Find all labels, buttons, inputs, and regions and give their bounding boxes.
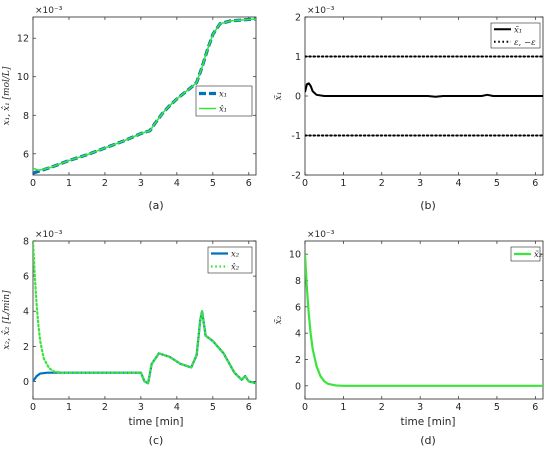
- ytick-label-d: 2: [295, 355, 301, 366]
- xtick-label-c: 5: [210, 402, 216, 413]
- caption-d: (d): [420, 434, 436, 447]
- caption-c: (c): [149, 434, 164, 447]
- ytick-label-b: 2: [295, 13, 301, 24]
- chart-c: 0 1 2 3 4 5 6 0 2 4 6 8 ×10⁻³ x₂, x̂₂ [L/min] x₂ x̂₂: [1, 230, 257, 413]
- ytick-label-a: 12: [17, 34, 29, 45]
- multiplier-d: ×10⁻³: [307, 230, 335, 240]
- xtick-label-a: 6: [246, 178, 252, 189]
- ylabel-a: x₁, x̂₁ [mol/L]: [1, 66, 12, 125]
- plot-area-d: [304, 240, 544, 400]
- xtick-label-d: 0: [302, 402, 308, 413]
- ytick-label-b: -1: [292, 131, 301, 142]
- series-line-d-0: [305, 254, 543, 387]
- ytick-label-b: 0: [295, 92, 301, 103]
- ytick-label-c: 6: [23, 272, 29, 283]
- chart-b: 0 1 2 3 4 5 6 -2 -1 0 1 2 ×10⁻³ x̃₁ x̃₁ ε, −ε: [273, 6, 544, 189]
- xtick-label-a: 0: [30, 178, 36, 189]
- legend-label-b-1: ε, −ε: [514, 38, 536, 48]
- ytick-label-d: 10: [289, 250, 301, 261]
- xtick-label-c: 4: [174, 402, 180, 413]
- xtick-label-c: 0: [30, 402, 36, 413]
- caption-a: (a): [148, 199, 163, 212]
- legend-label-b-0: x̃₁: [514, 24, 522, 35]
- ytick-label-c: 2: [23, 342, 29, 353]
- xtick-label-b: 4: [456, 178, 462, 189]
- legend-label-c-1: x̂₂: [231, 262, 240, 273]
- ylabel-c: x₂, x̂₂ [L/min]: [1, 290, 12, 350]
- xtick-label-a: 5: [210, 178, 216, 189]
- ytick-label-b: -2: [292, 171, 301, 182]
- legend-label-d-0: x̃₂: [534, 249, 543, 260]
- legend-label-a-0: x₁: [219, 90, 227, 100]
- ytick-label-b: 1: [295, 52, 301, 63]
- xtick-label-c: 3: [138, 402, 144, 413]
- series-line-c-1: [33, 241, 256, 385]
- ytick-label-c: 8: [23, 237, 29, 248]
- ytick-label-d: 8: [295, 276, 301, 287]
- xtick-label-b: 0: [302, 178, 308, 189]
- ylabel-b: x̃₁: [273, 92, 284, 101]
- multiplier-b: ×10⁻³: [307, 6, 335, 16]
- ytick-label-d: 4: [295, 329, 301, 340]
- legend-box-a: [195, 85, 253, 117]
- ytick-label-a: 8: [23, 111, 29, 122]
- xtick-label-d: 6: [532, 402, 538, 413]
- xtick-label-d: 2: [379, 402, 385, 413]
- caption-b: (b): [420, 199, 436, 212]
- xtick-label-a: 2: [102, 178, 108, 189]
- ytick-label-c: 0: [23, 377, 29, 388]
- ytick-label-d: 6: [295, 302, 301, 313]
- legend-box-c: [207, 246, 253, 274]
- xtick-label-d: 1: [340, 402, 346, 413]
- ylabel-d: x̃₂: [273, 315, 284, 324]
- xtick-label-b: 2: [379, 178, 385, 189]
- xtick-label-b: 6: [532, 178, 538, 189]
- ytick-label-c: 4: [23, 307, 29, 318]
- xlabel-d: time [min]: [400, 416, 455, 428]
- xtick-label-a: 3: [138, 178, 144, 189]
- xtick-label-d: 4: [456, 402, 462, 413]
- xtick-label-b: 3: [417, 178, 423, 189]
- legend-label-c-0: x₂: [231, 250, 240, 260]
- xtick-label-b: 1: [340, 178, 346, 189]
- xtick-label-c: 1: [66, 402, 72, 413]
- xlabel-c: time [min]: [128, 416, 183, 428]
- ytick-label-a: 6: [23, 149, 29, 160]
- xtick-label-a: 1: [66, 178, 72, 189]
- series-line-a-1: [33, 18, 256, 171]
- multiplier-c: ×10⁻³: [35, 230, 63, 240]
- xtick-label-c: 2: [102, 402, 108, 413]
- multiplier-a: ×10⁻³: [35, 6, 63, 16]
- ytick-label-d: 0: [295, 381, 301, 392]
- chart-d: 0 1 2 3 4 5 6 0 2 4 6 8 10 ×10⁻³ x̃₂ x̃₂: [273, 230, 544, 413]
- legend-box-b: [490, 22, 541, 49]
- ytick-label-a: 10: [17, 72, 29, 83]
- xtick-label-d: 3: [417, 402, 423, 413]
- series-line-b-0: [305, 82, 543, 98]
- xtick-label-d: 5: [494, 402, 500, 413]
- xtick-label-b: 5: [494, 178, 500, 189]
- legend-label-a-1: x̂₁: [219, 104, 227, 115]
- xtick-label-a: 4: [174, 178, 180, 189]
- xtick-label-c: 6: [246, 402, 252, 413]
